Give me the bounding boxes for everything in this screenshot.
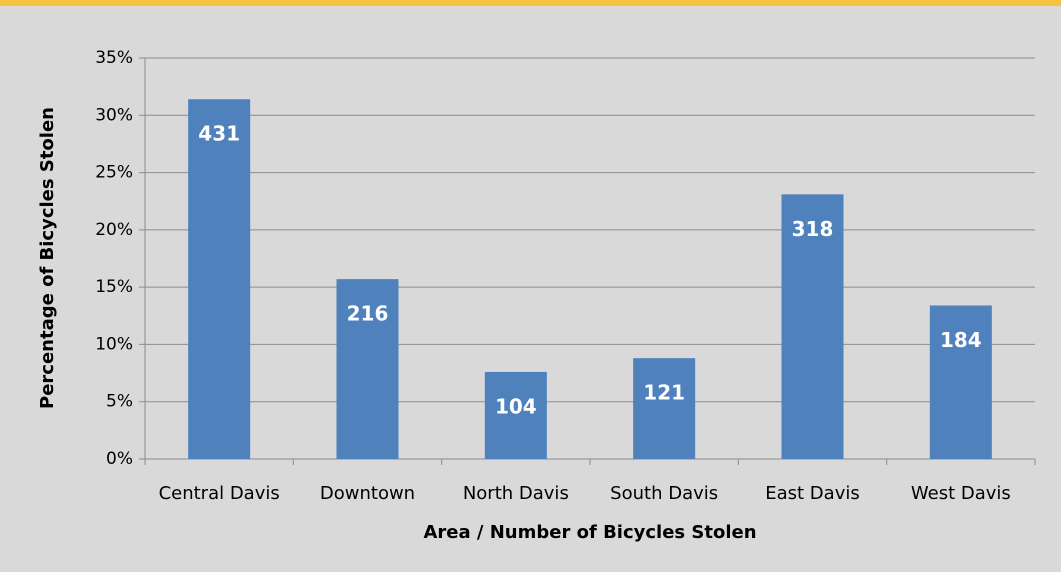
y-tick-label: 20% <box>95 220 133 240</box>
bar <box>484 371 547 459</box>
data-label: 184 <box>940 328 982 352</box>
x-tick-label: Downtown <box>320 483 415 504</box>
y-tick-label: 0% <box>106 449 133 469</box>
y-tick-label: 5% <box>106 392 133 412</box>
bar <box>336 279 399 459</box>
bar <box>929 305 992 459</box>
y-tick-label: 15% <box>95 277 133 297</box>
data-label: 121 <box>643 381 685 405</box>
x-tick-label: West Davis <box>911 483 1011 504</box>
bar <box>188 99 251 459</box>
top-band <box>0 0 1061 6</box>
y-tick-label: 10% <box>95 334 133 354</box>
x-tick-label: South Davis <box>610 483 718 504</box>
data-label: 216 <box>347 302 389 326</box>
y-tick-label: 30% <box>95 105 133 125</box>
data-label: 318 <box>792 217 834 241</box>
y-tick-label: 35% <box>95 48 133 68</box>
x-tick-label: North Davis <box>463 483 569 504</box>
x-axis-title: Area / Number of Bicycles Stolen <box>423 522 756 543</box>
data-label: 104 <box>495 394 537 418</box>
data-label: 431 <box>198 122 240 146</box>
y-axis-title: Percentage of Bicycles Stolen <box>37 107 58 409</box>
y-tick-label: 25% <box>95 163 133 183</box>
bar <box>633 358 696 459</box>
x-tick-label: Central Davis <box>159 483 280 504</box>
x-tick-label: East Davis <box>765 483 859 504</box>
bar <box>781 194 844 459</box>
